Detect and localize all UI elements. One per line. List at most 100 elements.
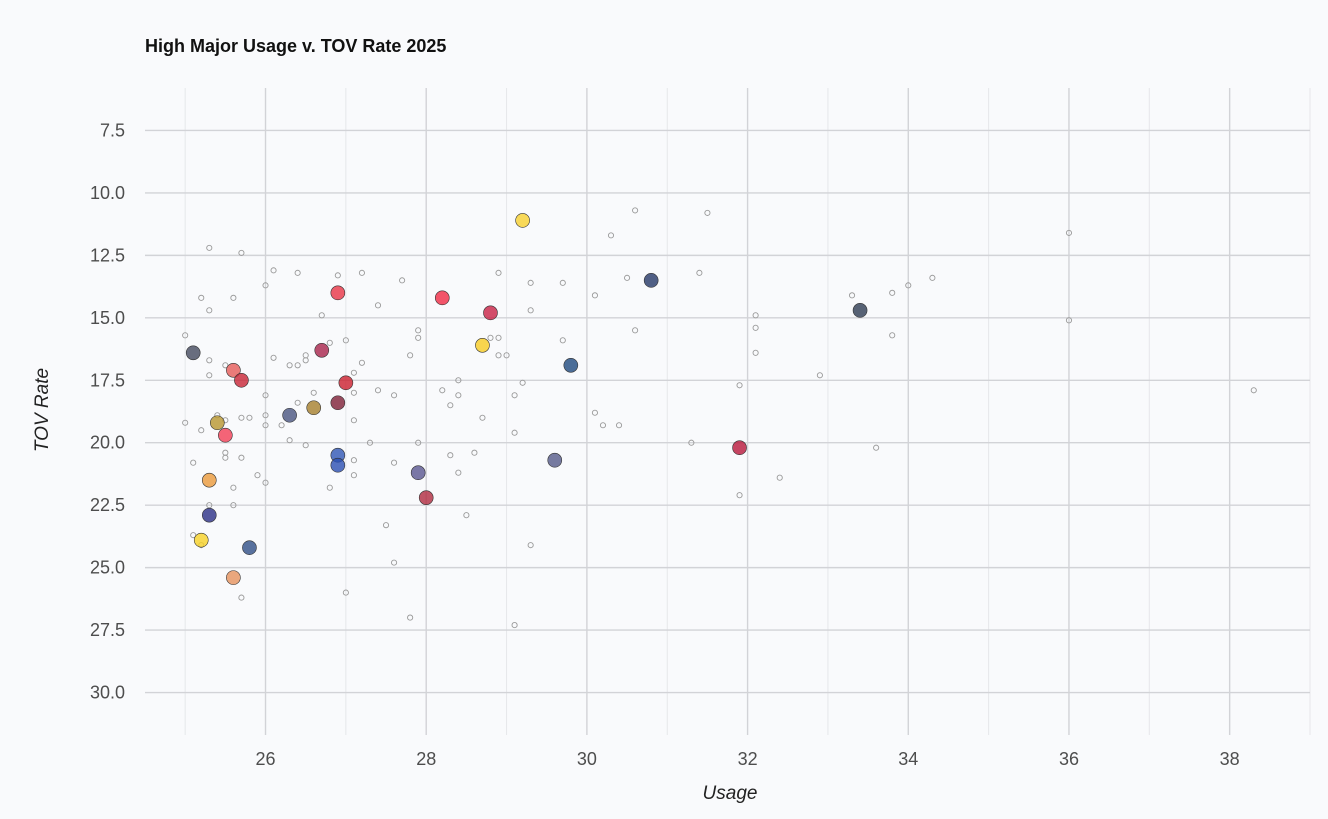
highlighted-point [330, 285, 346, 301]
highlighted-point [314, 342, 330, 358]
background-point [302, 442, 309, 449]
background-point [527, 279, 534, 286]
background-point [190, 532, 197, 539]
background-point [350, 369, 357, 376]
highlighted-point [643, 273, 659, 288]
background-point [294, 362, 301, 369]
background-point [487, 334, 494, 341]
highlighted-point [547, 452, 563, 468]
highlighted-point [185, 345, 201, 361]
background-point [294, 399, 301, 406]
chart-title: High Major Usage v. TOV Rate 2025 [145, 36, 447, 56]
background-point [511, 622, 518, 629]
background-point [415, 334, 422, 341]
background-point [704, 209, 711, 216]
background-point [206, 502, 213, 509]
highlighted-point [330, 395, 346, 411]
background-point [182, 419, 189, 426]
background-point [190, 459, 197, 466]
background-point [198, 294, 205, 301]
x-tick-label: 38 [1220, 749, 1240, 769]
x-tick-label: 34 [898, 749, 918, 769]
background-point [334, 272, 341, 279]
x-tick-label: 30 [577, 749, 597, 769]
background-point [230, 502, 237, 509]
background-point [350, 389, 357, 396]
background-point [286, 437, 293, 444]
highlighted-point [201, 507, 217, 523]
background-point [415, 327, 422, 334]
background-point [286, 362, 293, 369]
background-point [342, 589, 349, 596]
background-point [752, 324, 759, 331]
background-point [294, 269, 301, 276]
background-point [350, 457, 357, 464]
background-point [591, 409, 598, 416]
background-point [559, 337, 566, 344]
background-point [326, 339, 333, 346]
background-point [358, 269, 365, 276]
highlighted-point [483, 305, 498, 321]
background-point [519, 379, 526, 386]
background-point [905, 282, 912, 289]
y-axis-title: TOV Rate [32, 368, 53, 452]
y-tick-label: 17.5 [90, 370, 125, 390]
y-tick-label: 15.0 [90, 308, 125, 328]
background-point [447, 452, 454, 459]
background-point [816, 372, 823, 379]
background-point [407, 352, 414, 359]
background-point [182, 332, 189, 339]
x-tick-label: 28 [416, 749, 436, 769]
y-tick-label: 25.0 [90, 558, 125, 578]
background-point [463, 512, 470, 519]
background-point [302, 357, 309, 364]
highlighted-point [226, 362, 241, 378]
background-point [238, 414, 245, 421]
background-point [752, 349, 759, 356]
background-point [688, 439, 695, 446]
background-point [206, 357, 213, 364]
background-point [752, 312, 759, 319]
background-point [1065, 317, 1073, 324]
x-axis-title: Usage [703, 783, 758, 804]
background-point [1065, 229, 1073, 236]
background-point [206, 372, 213, 379]
background-point [222, 449, 229, 456]
background-point [238, 249, 245, 256]
highlighted-point [201, 472, 217, 488]
background-point [455, 469, 462, 476]
highlighted-point [852, 303, 868, 318]
background-point [848, 292, 856, 299]
y-tick-label: 30.0 [90, 683, 125, 703]
background-point [238, 594, 245, 601]
y-tick-label: 7.5 [100, 120, 125, 140]
background-point [374, 302, 382, 309]
background-point [326, 484, 333, 491]
background-point [889, 332, 896, 339]
background-point [455, 392, 462, 399]
highlighted-point [306, 400, 322, 416]
background-point [366, 439, 374, 446]
background-point [230, 484, 237, 491]
background-point [632, 327, 639, 334]
highlighted-point [330, 457, 346, 473]
highlighted-point [515, 213, 530, 228]
background-point [342, 337, 349, 344]
highlighted-point [210, 415, 225, 431]
background-point [503, 352, 510, 359]
background-point [736, 492, 743, 499]
highlighted-point [218, 427, 233, 443]
background-point [318, 312, 325, 319]
y-tick-label: 20.0 [90, 433, 125, 453]
highlighted-point [410, 465, 426, 481]
background-point [206, 307, 213, 314]
background-point [559, 279, 566, 286]
y-tick-labels: 7.5 10.0 12.5 15.0 17.5 20.0 22.5 25.0 27.5 30.0 [90, 120, 125, 702]
background-point [310, 389, 317, 396]
background-point [407, 614, 414, 621]
background-point [439, 387, 446, 394]
background-point [391, 559, 398, 566]
y-tick-label: 27.5 [90, 620, 125, 640]
highlighted-point [193, 532, 209, 548]
background-point [222, 362, 229, 369]
